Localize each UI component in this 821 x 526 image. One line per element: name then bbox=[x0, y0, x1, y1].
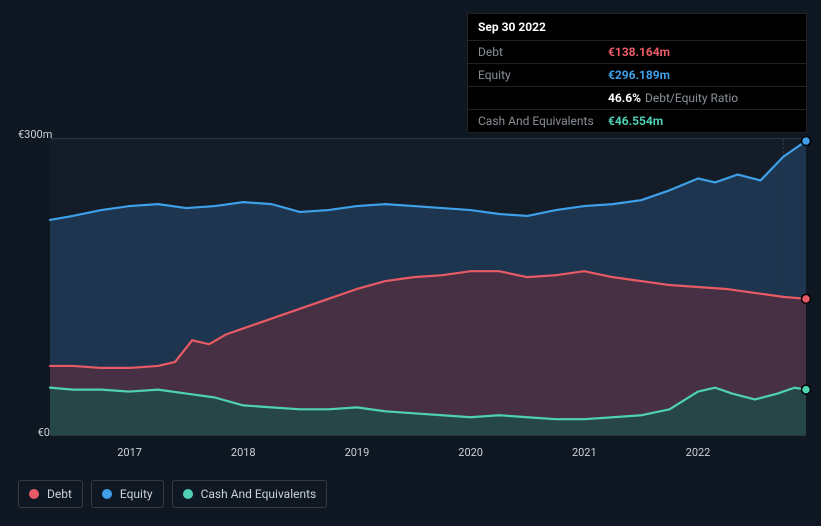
tooltip-row: 46.6%Debt/Equity Ratio bbox=[468, 87, 806, 110]
tooltip-row-label: Cash And Equivalents bbox=[478, 114, 608, 128]
tooltip-row-suffix: Debt/Equity Ratio bbox=[645, 91, 738, 105]
series-end-marker bbox=[802, 294, 811, 303]
tooltip-row-value: 46.6%Debt/Equity Ratio bbox=[608, 91, 738, 105]
tooltip-row: Equity€296.189m bbox=[468, 64, 806, 87]
legend-item-label: Equity bbox=[120, 487, 153, 501]
debt-equity-chart: €300m €0 201720182019202020212022 bbox=[18, 128, 808, 448]
x-axis: 2017 2018 2019 2020 2021 2022 bbox=[50, 446, 806, 466]
tooltip-row-label bbox=[478, 91, 608, 105]
x-axis-label: 2020 bbox=[458, 446, 483, 459]
x-axis-label: 2022 bbox=[686, 446, 711, 459]
legend-item-label: Debt bbox=[47, 487, 72, 501]
x-axis-label: 2018 bbox=[231, 446, 256, 459]
legend-item-equity[interactable]: Equity bbox=[91, 480, 164, 508]
tooltip-row-value: €296.189m bbox=[608, 68, 670, 82]
legend-dot-icon bbox=[183, 489, 193, 499]
chart-legend: Debt Equity Cash And Equivalents bbox=[18, 480, 327, 508]
legend-item-label: Cash And Equivalents bbox=[201, 487, 317, 501]
tooltip-row-label: Debt bbox=[478, 45, 608, 59]
plot-area[interactable] bbox=[50, 138, 806, 436]
series-end-marker bbox=[802, 385, 811, 394]
y-axis-label-bottom: €0 bbox=[18, 426, 50, 439]
x-axis-label: 2019 bbox=[345, 446, 370, 459]
legend-item-debt[interactable]: Debt bbox=[18, 480, 83, 508]
legend-item-cash-and-equivalents[interactable]: Cash And Equivalents bbox=[172, 480, 328, 508]
x-axis-label: 2017 bbox=[117, 446, 142, 459]
x-axis-label: 2021 bbox=[572, 446, 597, 459]
y-axis-label-top: €300m bbox=[18, 128, 50, 141]
chart-tooltip: Sep 30 2022 Debt€138.164mEquity€296.189m… bbox=[467, 13, 807, 133]
tooltip-row-value: €46.554m bbox=[608, 114, 663, 128]
tooltip-row: Debt€138.164m bbox=[468, 41, 806, 64]
legend-dot-icon bbox=[102, 489, 112, 499]
series-end-marker bbox=[802, 137, 811, 146]
tooltip-row-label: Equity bbox=[478, 68, 608, 82]
tooltip-row-value: €138.164m bbox=[608, 45, 670, 59]
legend-dot-icon bbox=[29, 489, 39, 499]
tooltip-date: Sep 30 2022 bbox=[468, 14, 806, 41]
